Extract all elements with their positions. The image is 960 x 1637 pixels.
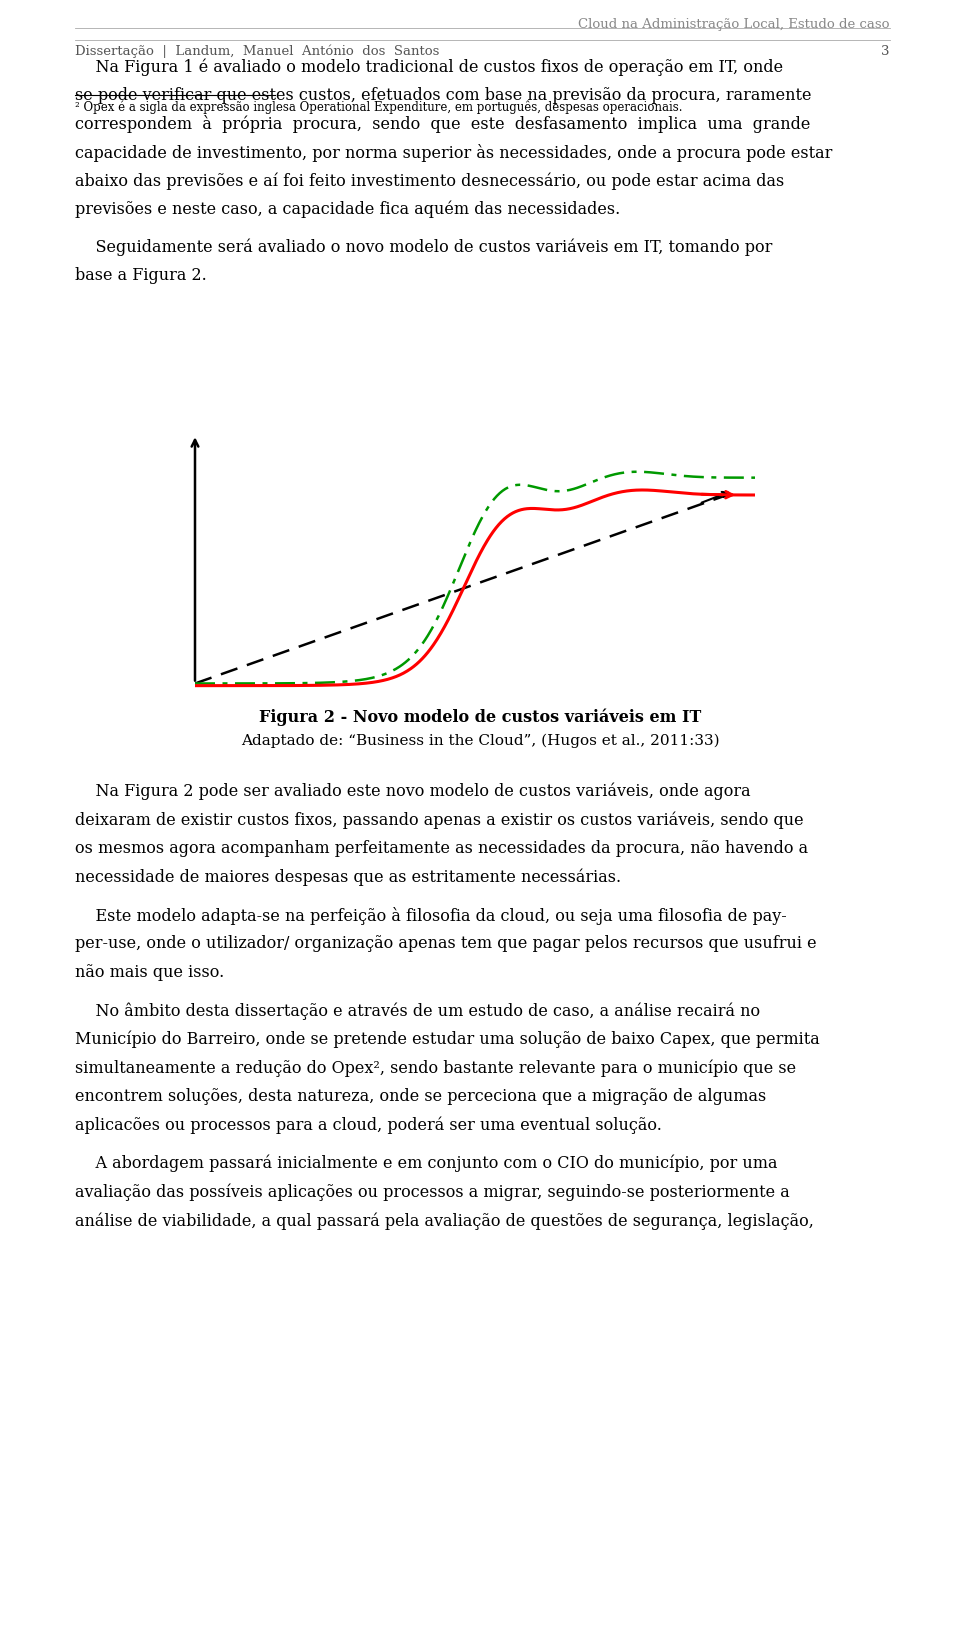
Text: os mesmos agora acompanham perfeitamente as necessidades da procura, não havendo: os mesmos agora acompanham perfeitamente… bbox=[75, 840, 808, 858]
Text: per-use, onde o utilizador/ organização apenas tem que pagar pelos recursos que : per-use, onde o utilizador/ organização … bbox=[75, 935, 817, 953]
Text: ² Opex é a sigla da expressão inglesa Operational Expenditure, em português, des: ² Opex é a sigla da expressão inglesa Op… bbox=[75, 100, 683, 113]
Text: correspondem  à  própria  procura,  sendo  que  este  desfasamento  implica  uma: correspondem à própria procura, sendo qu… bbox=[75, 115, 810, 133]
Text: aplicacões ou processos para a cloud, poderá ser uma eventual solução.: aplicacões ou processos para a cloud, po… bbox=[75, 1116, 661, 1134]
Text: base a Figura 2.: base a Figura 2. bbox=[75, 267, 206, 285]
Text: encontrem soluções, desta natureza, onde se perceciona que a migração de algumas: encontrem soluções, desta natureza, onde… bbox=[75, 1089, 766, 1105]
Text: necessidade de maiores despesas que as estritamente necessárias.: necessidade de maiores despesas que as e… bbox=[75, 869, 621, 886]
Text: Adaptado de: “Business in the Cloud”, (Hugos et al., 2011:33): Adaptado de: “Business in the Cloud”, (H… bbox=[241, 733, 719, 748]
Text: Figura 2 - Novo modelo de custos variáveis em IT: Figura 2 - Novo modelo de custos variáve… bbox=[259, 707, 701, 725]
Text: Seguidamente será avaliado o novo modelo de custos variáveis em IT, tomando por: Seguidamente será avaliado o novo modelo… bbox=[75, 239, 773, 257]
Text: simultaneamente a redução do Opex², sendo bastante relevante para o município qu: simultaneamente a redução do Opex², send… bbox=[75, 1059, 796, 1077]
Text: previsões e neste caso, a capacidade fica aquém das necessidades.: previsões e neste caso, a capacidade fic… bbox=[75, 200, 620, 218]
Text: 3: 3 bbox=[881, 44, 890, 57]
Text: capacidade de investimento, por norma superior às necessidades, onde a procura p: capacidade de investimento, por norma su… bbox=[75, 144, 832, 162]
Text: Município do Barreiro, onde se pretende estudar uma solução de baixo Capex, que : Município do Barreiro, onde se pretende … bbox=[75, 1031, 820, 1049]
Text: avaliação das possíveis aplicações ou processos a migrar, seguindo-se posteriorm: avaliação das possíveis aplicações ou pr… bbox=[75, 1184, 790, 1202]
Text: Este modelo adapta-se na perfeição à filosofia da cloud, ou seja uma filosofia d: Este modelo adapta-se na perfeição à fil… bbox=[75, 907, 787, 925]
Text: Cloud na Administração Local, Estudo de caso: Cloud na Administração Local, Estudo de … bbox=[579, 18, 890, 31]
Text: A abordagem passará inicialmente e em conjunto com o CIO do município, por uma: A abordagem passará inicialmente e em co… bbox=[75, 1156, 778, 1172]
Text: Na Figura 1 é avaliado o modelo tradicional de custos fixos de operação em IT, o: Na Figura 1 é avaliado o modelo tradicio… bbox=[75, 57, 783, 75]
Text: Na Figura 2 pode ser avaliado este novo modelo de custos variáveis, onde agora: Na Figura 2 pode ser avaliado este novo … bbox=[75, 782, 751, 800]
Text: No âmbito desta dissertação e através de um estudo de caso, a análise recairá no: No âmbito desta dissertação e através de… bbox=[75, 1002, 760, 1020]
Text: abaixo das previsões e aí foi feito investimento desnecessário, ou pode estar ac: abaixo das previsões e aí foi feito inve… bbox=[75, 172, 784, 190]
Text: deixaram de existir custos fixos, passando apenas a existir os custos variáveis,: deixaram de existir custos fixos, passan… bbox=[75, 812, 804, 828]
Text: não mais que isso.: não mais que isso. bbox=[75, 964, 225, 981]
Text: análise de viabilidade, a qual passará pela avaliação de questões de segurança, : análise de viabilidade, a qual passará p… bbox=[75, 1211, 814, 1229]
Text: Dissertação  |  Landum,  Manuel  António  dos  Santos: Dissertação | Landum, Manuel António dos… bbox=[75, 44, 440, 59]
Text: se pode verificar que estes custos, efetuados com base na previsão da procura, r: se pode verificar que estes custos, efet… bbox=[75, 87, 811, 103]
